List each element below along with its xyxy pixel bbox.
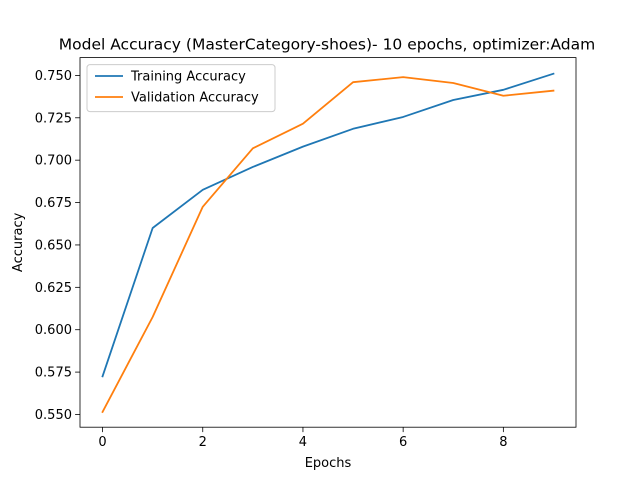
y-tick-label: 0.650 (35, 238, 72, 253)
plot-area (80, 57, 576, 428)
y-tick-label: 0.600 (35, 323, 72, 338)
y-tick-label: 0.675 (35, 196, 72, 211)
x-tick-label: 8 (499, 435, 507, 450)
plot-frame (79, 57, 577, 428)
x-tick-label: 2 (199, 435, 207, 450)
legend: Training Accuracy Validation Accuracy (86, 64, 276, 113)
y-tick-label: 0.575 (35, 366, 72, 381)
chart-title: Model Accuracy (MasterCategory-shoes)- 1… (59, 36, 595, 54)
y-axis-ticks: 0.550 0.575 0.600 0.625 0.650 0.675 0.700 0.725… (35, 69, 80, 423)
x-tick-label: 6 (399, 435, 407, 450)
y-axis-label: Accuracy (11, 212, 26, 272)
x-tick-label: 4 (299, 435, 307, 450)
legend-label-training: Training Accuracy (130, 70, 246, 85)
y-tick-label: 0.750 (35, 69, 72, 84)
series-line-training-accuracy (101, 72, 555, 378)
series-line-validation-accuracy (101, 76, 555, 414)
x-axis-label: Epochs (305, 456, 352, 471)
x-tick-label: 0 (98, 435, 106, 450)
series-lines (101, 72, 555, 414)
y-tick-label: 0.725 (35, 111, 72, 126)
x-axis-ticks: 0 2 4 6 8 (98, 427, 507, 450)
y-tick-label: 0.550 (35, 408, 72, 423)
legend-label-validation: Validation Accuracy (131, 91, 259, 106)
y-tick-label: 0.625 (35, 281, 72, 296)
y-tick-label: 0.700 (35, 154, 72, 169)
legend-box (86, 64, 276, 113)
